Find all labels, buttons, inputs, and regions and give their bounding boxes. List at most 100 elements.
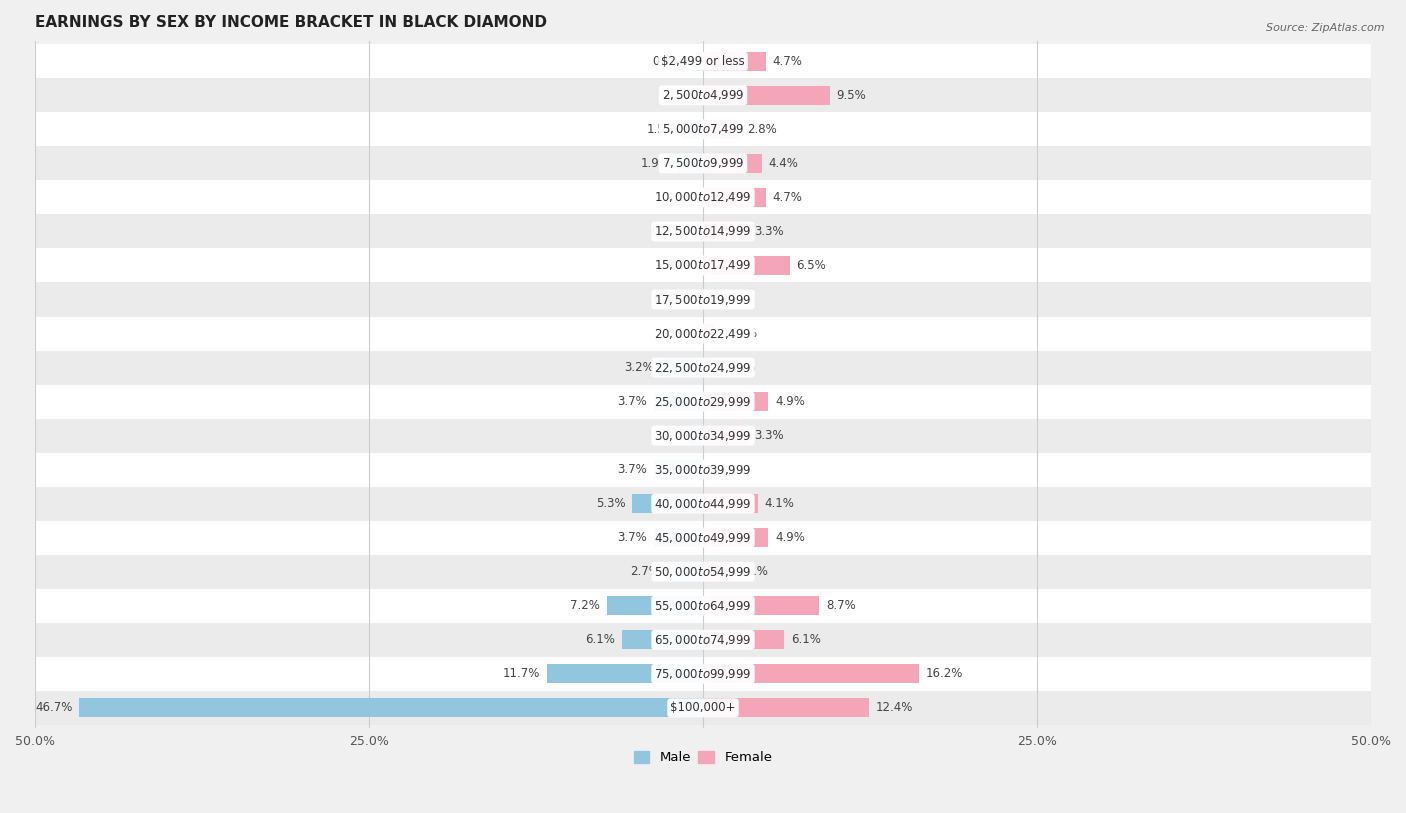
Text: 12.4%: 12.4% xyxy=(876,702,912,715)
Bar xyxy=(703,664,920,683)
Text: 4.7%: 4.7% xyxy=(772,54,803,67)
Bar xyxy=(35,112,1371,146)
Bar xyxy=(35,419,1371,453)
Text: 9.5%: 9.5% xyxy=(837,89,866,102)
Text: 4.9%: 4.9% xyxy=(775,531,806,544)
Text: 3.7%: 3.7% xyxy=(617,463,647,476)
Text: 0.53%: 0.53% xyxy=(652,54,689,67)
Text: 0.81%: 0.81% xyxy=(720,327,758,340)
Bar xyxy=(35,180,1371,215)
Bar xyxy=(35,623,1371,657)
Bar xyxy=(703,392,769,411)
Bar xyxy=(654,528,703,547)
Bar xyxy=(683,120,703,139)
Text: 3.7%: 3.7% xyxy=(617,531,647,544)
Bar xyxy=(607,597,703,615)
Text: 0.0%: 0.0% xyxy=(666,89,696,102)
Text: 0.66%: 0.66% xyxy=(718,361,756,374)
Text: $10,000 to $12,499: $10,000 to $12,499 xyxy=(654,190,752,204)
Text: 1.0%: 1.0% xyxy=(654,429,683,442)
Bar xyxy=(703,630,785,649)
Bar xyxy=(678,154,703,172)
Text: $22,500 to $24,999: $22,500 to $24,999 xyxy=(654,360,752,375)
Text: 0.0%: 0.0% xyxy=(666,259,696,272)
Text: 16.2%: 16.2% xyxy=(927,667,963,680)
Bar xyxy=(654,392,703,411)
Bar xyxy=(703,698,869,717)
Bar xyxy=(35,554,1371,589)
Legend: Male, Female: Male, Female xyxy=(628,746,778,770)
Text: $55,000 to $64,999: $55,000 to $64,999 xyxy=(654,598,752,613)
Bar xyxy=(35,215,1371,249)
Bar xyxy=(689,426,703,445)
Text: $45,000 to $49,999: $45,000 to $49,999 xyxy=(654,531,752,545)
Bar xyxy=(703,222,747,241)
Bar xyxy=(35,350,1371,385)
Text: 4.4%: 4.4% xyxy=(769,157,799,170)
Bar xyxy=(696,52,703,71)
Bar xyxy=(35,316,1371,350)
Text: 1.5%: 1.5% xyxy=(647,123,676,136)
Text: 2.8%: 2.8% xyxy=(747,123,778,136)
Bar xyxy=(703,324,714,343)
Text: $40,000 to $44,999: $40,000 to $44,999 xyxy=(654,497,752,511)
Text: $20,000 to $22,499: $20,000 to $22,499 xyxy=(654,327,752,341)
Text: $30,000 to $34,999: $30,000 to $34,999 xyxy=(654,428,752,442)
Bar xyxy=(666,563,703,581)
Bar xyxy=(697,290,703,309)
Bar xyxy=(703,120,741,139)
Text: $75,000 to $99,999: $75,000 to $99,999 xyxy=(654,667,752,680)
Text: $15,000 to $17,499: $15,000 to $17,499 xyxy=(654,259,752,272)
Text: $7,500 to $9,999: $7,500 to $9,999 xyxy=(662,156,744,171)
Bar xyxy=(35,146,1371,180)
Bar xyxy=(35,249,1371,282)
Bar xyxy=(703,359,711,377)
Text: $5,000 to $7,499: $5,000 to $7,499 xyxy=(662,123,744,137)
Bar xyxy=(35,657,1371,691)
Text: $2,499 or less: $2,499 or less xyxy=(661,54,745,67)
Text: 3.2%: 3.2% xyxy=(624,361,654,374)
Bar xyxy=(35,691,1371,725)
Text: 8.7%: 8.7% xyxy=(825,599,856,612)
Text: 46.7%: 46.7% xyxy=(35,702,72,715)
Bar xyxy=(703,256,790,275)
Bar xyxy=(703,597,820,615)
Bar xyxy=(703,52,766,71)
Text: 4.7%: 4.7% xyxy=(772,191,803,204)
Text: 11.7%: 11.7% xyxy=(502,667,540,680)
Text: 1.9%: 1.9% xyxy=(641,157,671,170)
Bar xyxy=(703,528,769,547)
Text: 2.7%: 2.7% xyxy=(630,565,661,578)
Text: $17,500 to $19,999: $17,500 to $19,999 xyxy=(654,293,752,307)
Bar xyxy=(35,520,1371,554)
Text: 5.3%: 5.3% xyxy=(596,498,626,511)
Bar xyxy=(703,86,830,105)
Text: 3.3%: 3.3% xyxy=(754,225,783,238)
Text: 6.1%: 6.1% xyxy=(585,633,614,646)
Text: $65,000 to $74,999: $65,000 to $74,999 xyxy=(654,633,752,647)
Text: 0.0%: 0.0% xyxy=(666,327,696,340)
Bar xyxy=(703,563,731,581)
Text: $50,000 to $54,999: $50,000 to $54,999 xyxy=(654,565,752,579)
Bar xyxy=(35,487,1371,520)
Bar xyxy=(547,664,703,683)
Bar xyxy=(654,460,703,479)
Bar xyxy=(633,494,703,513)
Bar xyxy=(661,359,703,377)
Bar xyxy=(703,154,762,172)
Text: $12,500 to $14,999: $12,500 to $14,999 xyxy=(654,224,752,238)
Bar xyxy=(35,589,1371,623)
Text: 4.9%: 4.9% xyxy=(775,395,806,408)
Bar xyxy=(703,188,766,207)
Text: $25,000 to $29,999: $25,000 to $29,999 xyxy=(654,394,752,409)
Text: 6.1%: 6.1% xyxy=(792,633,821,646)
Text: 0.0%: 0.0% xyxy=(710,293,740,306)
Text: 0.47%: 0.47% xyxy=(652,293,690,306)
Bar xyxy=(35,453,1371,487)
Text: 4.1%: 4.1% xyxy=(765,498,794,511)
Bar xyxy=(703,426,747,445)
Bar xyxy=(35,44,1371,78)
Text: 7.2%: 7.2% xyxy=(571,599,600,612)
Bar xyxy=(79,698,703,717)
Bar xyxy=(35,282,1371,316)
